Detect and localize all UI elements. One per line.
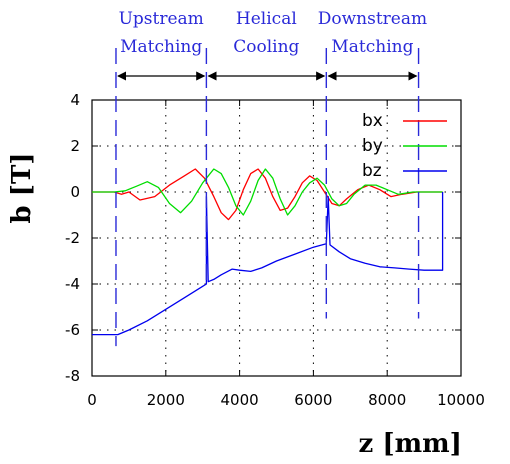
y-tick-label: -4 <box>65 275 80 293</box>
x-tick-label: 4000 <box>221 391 259 409</box>
y-tick-label: -8 <box>65 367 80 385</box>
x-tick-label: 6000 <box>294 391 332 409</box>
legend: bx by bz <box>362 111 447 181</box>
region-label-line1: Downstream <box>318 9 427 29</box>
region-annotations: Upstream Matching Helical Cooling Downstream… <box>117 9 427 81</box>
legend-label-bz: bz <box>362 161 382 181</box>
plot-frame <box>91 99 462 377</box>
y-tick-label: 2 <box>70 137 80 155</box>
legend-label-bx: bx <box>362 111 383 131</box>
series-line-bx <box>92 168 443 221</box>
region-label-line1: Upstream <box>119 9 204 29</box>
y-tick-label: 0 <box>70 183 80 201</box>
y-tick-label: 4 <box>70 91 80 109</box>
x-tick-label: 10000 <box>437 391 485 409</box>
boundary-lines <box>115 48 420 347</box>
series-line-bz <box>92 192 444 336</box>
x-tick-label: 8000 <box>368 391 406 409</box>
y-tick-label: -2 <box>65 229 80 247</box>
x-tick-label: 0 <box>87 391 97 409</box>
series-line-by <box>92 168 443 216</box>
x-tick-label: 2000 <box>147 391 185 409</box>
axis-ticks: 0 2000 4000 6000 8000 10000 -8 -6 -4 -2 0 2 4 <box>65 91 485 409</box>
series <box>92 168 444 336</box>
region-label-line2: Matching <box>120 37 202 57</box>
region-label-line1: Helical <box>236 9 297 29</box>
region-label-line2: Cooling <box>233 37 299 57</box>
x-axis-label: z [mm] <box>359 429 462 459</box>
legend-label-by: by <box>362 136 383 156</box>
y-tick-label: -6 <box>65 321 80 339</box>
y-axis-label: b [T] <box>7 152 37 223</box>
region-label-line2: Matching <box>331 37 413 57</box>
grid <box>92 100 461 376</box>
